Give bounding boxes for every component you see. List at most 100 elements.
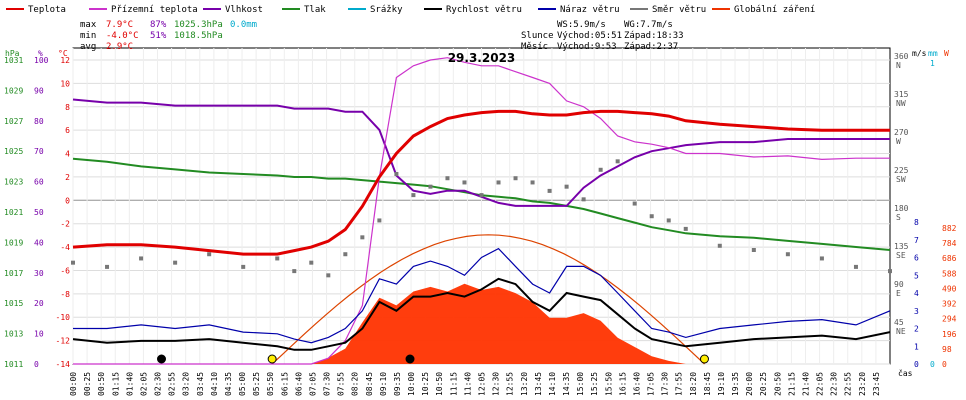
wind-direction-point	[581, 197, 586, 202]
tick-hpa: 1019	[4, 238, 23, 247]
tick-ms: 0	[914, 360, 919, 369]
legend-label: Teplota	[28, 5, 66, 15]
tick-hpa: 1011	[4, 360, 23, 369]
wind-direction-point	[445, 176, 450, 181]
tick-time: 17:55	[675, 372, 684, 396]
tick-hpa: 1023	[4, 178, 23, 187]
tick-dir-name: S	[896, 213, 901, 222]
legend-label: Rychlost větru	[446, 5, 522, 15]
tick-time: 14:10	[548, 372, 557, 396]
tick-time: 18:45	[703, 372, 712, 396]
tick-time: 10:25	[421, 372, 430, 396]
tick-w: 490	[942, 284, 957, 293]
tick-pct: 100	[34, 56, 49, 65]
tick-pct: 10	[34, 330, 44, 339]
axis-title-w: W	[944, 49, 949, 58]
moonrise: Východ:9:53	[557, 42, 617, 52]
tick-time: 22:55	[844, 372, 853, 396]
tick-w: 98	[942, 345, 952, 354]
sunrise-marker	[267, 354, 277, 364]
tick-time: 16:40	[632, 372, 641, 396]
tick-w: 882	[942, 224, 957, 233]
tick-time: 19:35	[731, 372, 740, 396]
sunset-marker	[699, 354, 709, 364]
tick-degc: -10	[56, 313, 71, 322]
tick-ms: 5	[914, 271, 919, 280]
wind-direction-point	[139, 256, 144, 261]
tick-time: 09:10	[379, 372, 388, 396]
tick-time: 03:45	[196, 372, 205, 396]
tick-time: 08:45	[365, 372, 374, 396]
tick-pct: 20	[34, 299, 44, 308]
tick-ms: 1	[914, 342, 919, 351]
tick-time: 18:20	[689, 372, 698, 396]
tick-degc: -12	[56, 337, 71, 346]
tick-dir-deg: 45	[894, 318, 904, 327]
tick-degc: 4	[65, 150, 70, 159]
tick-time: 00:50	[97, 372, 106, 396]
tick-time: 02:55	[168, 372, 177, 396]
axis-title-time: čas	[898, 368, 913, 378]
tick-hpa: 1025	[4, 147, 23, 156]
wind-direction-point	[888, 269, 892, 274]
tick-time: 02:05	[139, 372, 148, 396]
tick-pct: 50	[34, 208, 44, 217]
tick-time: 12:05	[478, 372, 487, 396]
tick-time: 23:45	[872, 372, 881, 396]
stat-avg-temp: 2.9°C	[106, 42, 133, 52]
wind-direction-point	[513, 176, 518, 181]
tick-time: 09:35	[393, 372, 402, 396]
wind-direction-point	[309, 260, 314, 265]
tick-time: 03:20	[182, 372, 191, 396]
tick-hpa: 1017	[4, 269, 23, 278]
wind-direction-point	[173, 260, 178, 265]
tick-time: 13:20	[520, 372, 529, 396]
wind-direction-point	[632, 201, 637, 206]
wind-direction-point	[394, 172, 399, 176]
tick-time: 10:00	[407, 372, 416, 396]
legend-label: Vlhkost	[225, 5, 263, 15]
tick-time: 23:20	[858, 372, 867, 396]
tick-degc: -4	[60, 243, 70, 252]
tick-time: 10:50	[435, 372, 444, 396]
tick-time: 07:30	[323, 372, 332, 396]
tick-time: 01:15	[111, 372, 120, 396]
tick-time: 17:30	[661, 372, 670, 396]
stat-min-temp: -4.0°C	[106, 31, 139, 41]
stat-max-label: max	[80, 20, 97, 30]
moonset-marker	[157, 354, 167, 364]
tick-hpa: 1013	[4, 330, 23, 339]
wind-direction-point	[462, 180, 467, 185]
sun-label: Slunce	[521, 31, 554, 41]
tick-pct: 0	[34, 360, 39, 369]
wind-direction-point	[360, 235, 365, 240]
tick-time: 01:40	[125, 372, 134, 396]
tick-dir-deg: 315	[894, 90, 909, 99]
wind-direction-point	[751, 248, 756, 252]
tick-mm: 0	[930, 360, 935, 369]
tick-dir-name: NE	[896, 327, 906, 336]
axis-title-mm: mm	[928, 49, 938, 58]
tick-pct: 90	[34, 86, 44, 95]
tick-hpa: 1021	[4, 208, 23, 217]
tick-time: 04:35	[224, 372, 233, 396]
tick-time: 05:25	[252, 372, 261, 396]
tick-w: 686	[942, 254, 957, 263]
tick-time: 12:55	[506, 372, 515, 396]
axis-title-degc: °C	[58, 49, 68, 58]
tick-time: 11:40	[463, 372, 472, 396]
tick-pct: 30	[34, 269, 44, 278]
tick-ms: 4	[914, 289, 919, 298]
stat-avg-label: avg	[80, 42, 96, 52]
wind-wg: WG:7.7m/s	[624, 20, 673, 30]
wind-ws: WS:5.9m/s	[557, 20, 606, 30]
tick-time: 14:35	[562, 372, 571, 396]
stat-max-rain: 0.0mm	[230, 20, 257, 30]
axis-title-hpa: hPa	[5, 49, 20, 58]
tick-dir-name: W	[896, 137, 901, 146]
series-wind-speed	[72, 277, 891, 351]
tick-time: 08:20	[351, 372, 360, 396]
wind-direction-point	[547, 188, 552, 193]
stat-max-temp: 7.9°C	[106, 20, 133, 30]
